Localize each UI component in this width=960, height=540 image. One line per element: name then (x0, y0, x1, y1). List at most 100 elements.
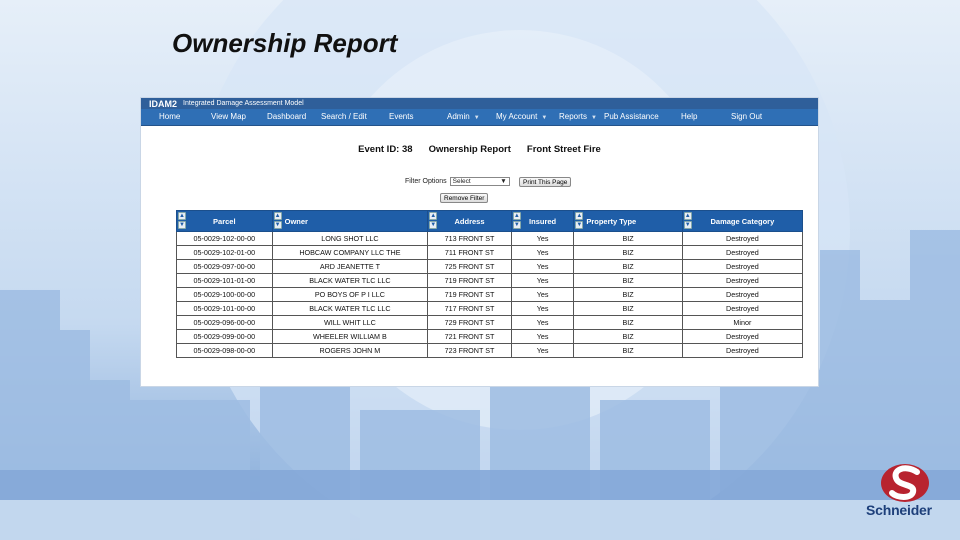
sort-arrows-icon[interactable]: ▲ ▼ (273, 212, 282, 229)
table-cell: Destroyed (681, 287, 804, 302)
filter-options: Filter Options Select ▼ (405, 177, 510, 186)
remove-filter-button[interactable]: Remove Filter (440, 193, 489, 203)
nav-reports-label: Reports (559, 112, 588, 121)
col-property-type-label: Property Type (586, 216, 637, 226)
table-cell: Destroyed (681, 343, 804, 358)
table-cell: LONG SHOT LLC (271, 231, 429, 246)
table-cell: 05-0029-100-00-00 (176, 287, 273, 302)
table-cell: BIZ (573, 343, 683, 358)
event-name: Front Street Fire (526, 144, 601, 155)
table-cell: Yes (510, 315, 575, 330)
col-damage-category[interactable]: ▲ ▼ Damage Category (681, 210, 804, 232)
table-cell: BIZ (573, 301, 683, 316)
chevron-down-icon: ▼ (591, 115, 597, 121)
report-name: Ownership Report (428, 144, 511, 155)
col-damage-category-label: Damage Category (710, 216, 775, 226)
col-insured[interactable]: ▲ ▼ Insured (510, 210, 575, 232)
table-cell: Yes (510, 273, 575, 288)
filter-label: Filter Options (405, 178, 447, 185)
table-cell: Yes (510, 343, 575, 358)
chevron-down-icon: ▼ (541, 115, 548, 121)
nav-pub-assistance[interactable]: Pub Assistance (604, 112, 659, 121)
table-cell: 05-0029-097-00-00 (176, 259, 273, 274)
table-cell: Destroyed (681, 301, 804, 316)
table-row: 05-0029-096-00-00 WILL WHIT LLC 729 FRONT … (176, 315, 804, 330)
nav-search-edit[interactable]: Search / Edit (321, 112, 367, 121)
chevron-down-icon: ▼ (500, 178, 507, 185)
col-address-label: Address (454, 216, 485, 226)
table-cell: 723 FRONT ST (427, 343, 512, 358)
table-row: 05-0029-099-00-00 WHEELER WILLIAM B 721 FR… (176, 329, 804, 344)
table-cell: WHEELER WILLIAM B (271, 329, 429, 344)
event-id: Event ID: 38 (358, 144, 413, 155)
table-cell: BIZ (573, 329, 683, 344)
print-page-button[interactable]: Print This Page (519, 177, 572, 187)
table-cell: BLACK WATER TLC LLC (271, 273, 429, 288)
filter-select[interactable]: Select ▼ (449, 177, 510, 186)
nav-reports[interactable]: Reports ▼ (559, 112, 597, 123)
nav-admin[interactable]: Admin ▼ (447, 112, 480, 123)
col-insured-label: Insured (529, 216, 557, 226)
slide-title: Ownership Report (172, 28, 398, 58)
table-cell: Yes (510, 259, 575, 274)
table-cell: 05-0029-099-00-00 (176, 329, 273, 344)
nav-events[interactable]: Events (389, 112, 414, 121)
schneider-logo (881, 464, 929, 502)
nav-admin-label: Admin (447, 112, 470, 121)
table-cell: 05-0029-101-00-00 (176, 301, 273, 316)
table-cell: 721 FRONT ST (427, 329, 512, 344)
table-cell: PO BOYS OF P I LLC (271, 287, 429, 302)
col-address[interactable]: ▲ ▼ Address (427, 210, 512, 232)
table-cell: 711 FRONT ST (427, 245, 512, 260)
table-cell: BIZ (573, 287, 683, 302)
app-tagline: Integrated Damage Assessment Model (183, 100, 304, 107)
table-cell: Yes (510, 231, 575, 246)
table-cell: 713 FRONT ST (427, 231, 512, 246)
table-row: 05-0029-102-00-00 LONG SHOT LLC 713 FRONT … (176, 231, 804, 246)
nav-home[interactable]: Home (159, 112, 181, 121)
app-brand: IDAM2 (149, 98, 178, 109)
nav-my-account[interactable]: My Account ▼ (496, 112, 547, 123)
table-cell: Yes (510, 287, 575, 302)
nav-my-account-label: My Account (496, 112, 538, 121)
logo-wordmark: Schneider (866, 502, 932, 518)
app-header: IDAM2 Integrated Damage Assessment Model (141, 98, 818, 109)
nav-bar (141, 109, 818, 126)
table-row: 05-0029-101-00-00 BLACK WATER TLC LLC 717 … (176, 301, 804, 316)
table-cell: ARD JEANETTE T (271, 259, 429, 274)
table-cell: BIZ (573, 259, 683, 274)
col-owner[interactable]: ▲ ▼ Owner (271, 210, 429, 232)
nav-help[interactable]: Help (681, 112, 698, 121)
nav-dashboard[interactable]: Dashboard (267, 112, 307, 121)
table-cell: Yes (510, 245, 575, 260)
table-cell: Destroyed (681, 231, 804, 246)
sort-arrows-icon[interactable]: ▲ ▼ (512, 212, 521, 229)
table-cell: 717 FRONT ST (427, 301, 512, 316)
col-parcel[interactable]: ▲ ▼ Parcel (176, 210, 273, 232)
table-cell: ROGERS JOHN M (271, 343, 429, 358)
chevron-down-icon: ▼ (473, 115, 480, 121)
table-cell: 719 FRONT ST (427, 273, 512, 288)
table-row: 05-0029-097-00-00 ARD JEANETTE T 725 FRONT… (176, 259, 804, 274)
col-property-type[interactable]: ▲ ▼ Property Type (573, 210, 683, 232)
nav-view-map[interactable]: View Map (211, 112, 246, 121)
table-cell: 05-0029-101-01-00 (176, 273, 273, 288)
table-cell: BIZ (573, 315, 683, 330)
table-cell: 05-0029-102-01-00 (176, 245, 273, 260)
sort-arrows-icon[interactable]: ▲ ▼ (683, 212, 692, 229)
sort-arrows-icon[interactable]: ▲ ▼ (575, 212, 584, 229)
table-row: 05-0029-102-01-00 HOBCAW COMPANY LLC THE 7… (176, 245, 804, 260)
table-row: 05-0029-100-00-00 PO BOYS OF P I LLC 719 F… (176, 287, 804, 302)
sort-arrows-icon[interactable]: ▲ ▼ (178, 212, 186, 229)
table-cell: Destroyed (681, 259, 804, 274)
table-cell: Yes (510, 301, 575, 316)
col-parcel-label: Parcel (213, 216, 236, 226)
table-cell: Destroyed (681, 329, 804, 344)
sort-arrows-icon[interactable]: ▲ ▼ (429, 212, 438, 229)
table-cell: Yes (510, 329, 575, 344)
app-window: IDAM2 Integrated Damage Assessment Model… (141, 98, 818, 386)
table-cell: Minor (681, 315, 804, 330)
table-cell: BLACK WATER TLC LLC (271, 301, 429, 316)
nav-sign-out[interactable]: Sign Out (731, 112, 763, 121)
table-row: 05-0029-101-01-00 BLACK WATER TLC LLC 719 … (176, 273, 804, 288)
